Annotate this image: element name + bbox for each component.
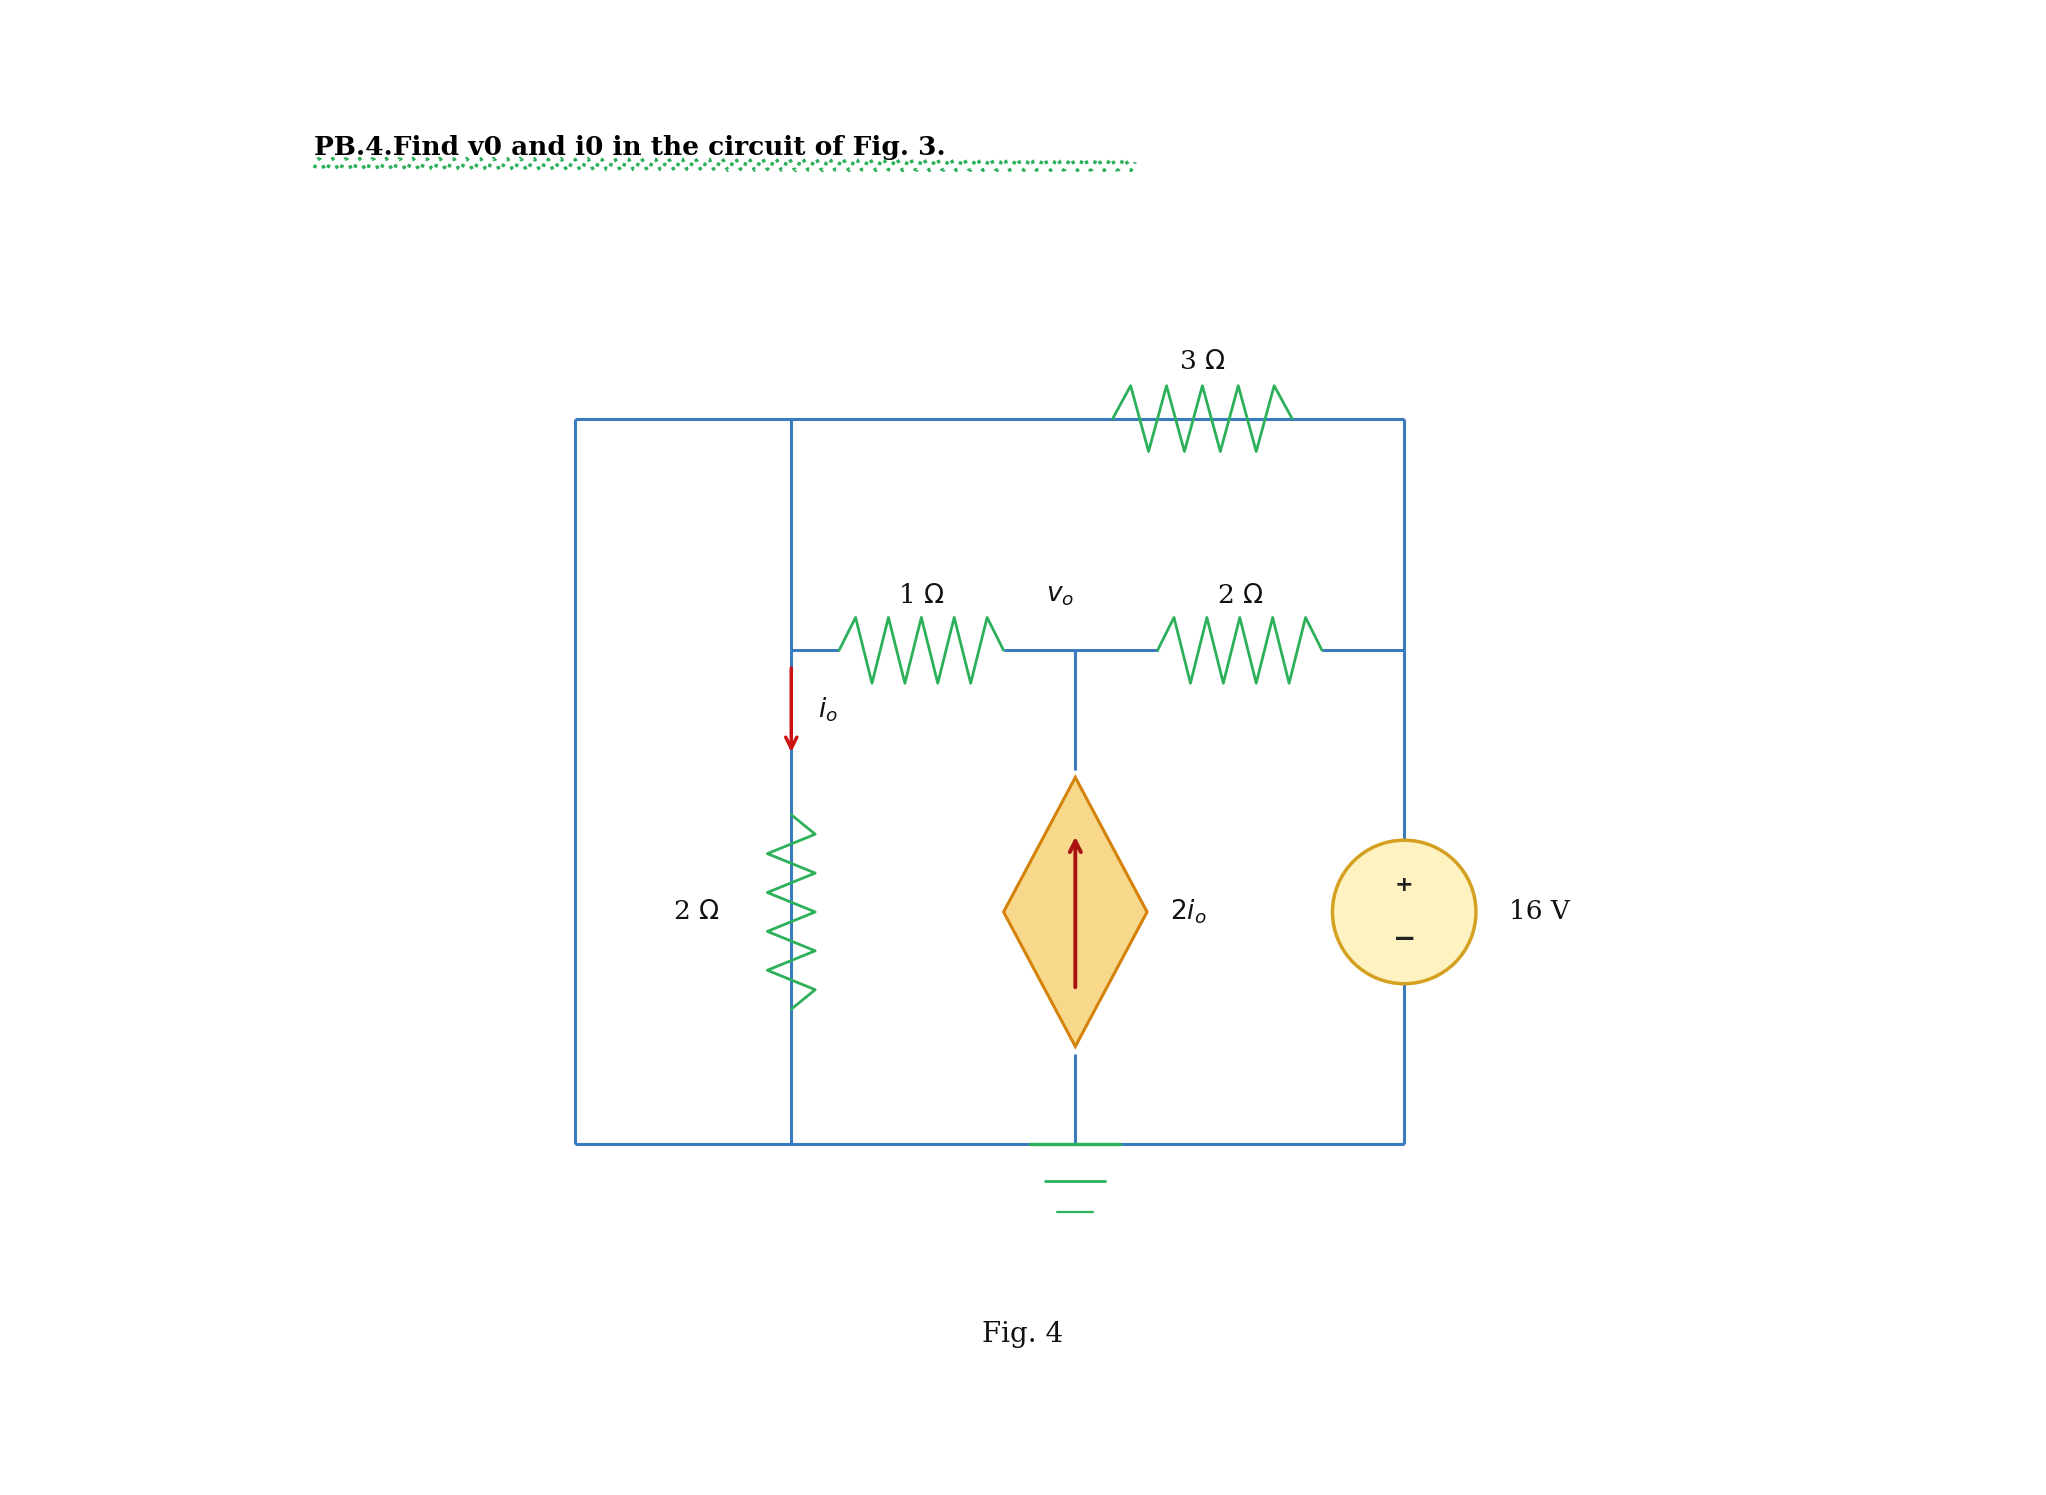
Text: PB.4.Find v0 and i0 in the circuit of Fig. 3.: PB.4.Find v0 and i0 in the circuit of Fi… [315, 135, 945, 160]
Text: 2 $\Omega$: 2 $\Omega$ [673, 900, 720, 924]
Text: $i_o$: $i_o$ [818, 695, 839, 725]
Text: $v_o$: $v_o$ [1046, 583, 1074, 608]
Text: 2 $\Omega$: 2 $\Omega$ [1217, 583, 1262, 608]
Text: −: − [1393, 925, 1416, 954]
Text: $2i_o$: $2i_o$ [1170, 897, 1205, 927]
Text: 3 $\Omega$: 3 $\Omega$ [1178, 348, 1226, 374]
Text: Fig. 4: Fig. 4 [982, 1322, 1064, 1348]
Text: 16 V: 16 V [1508, 900, 1569, 924]
Text: +: + [1395, 875, 1414, 894]
Polygon shape [1005, 777, 1148, 1046]
Circle shape [1332, 840, 1475, 984]
Text: 1 $\Omega$: 1 $\Omega$ [898, 583, 945, 608]
